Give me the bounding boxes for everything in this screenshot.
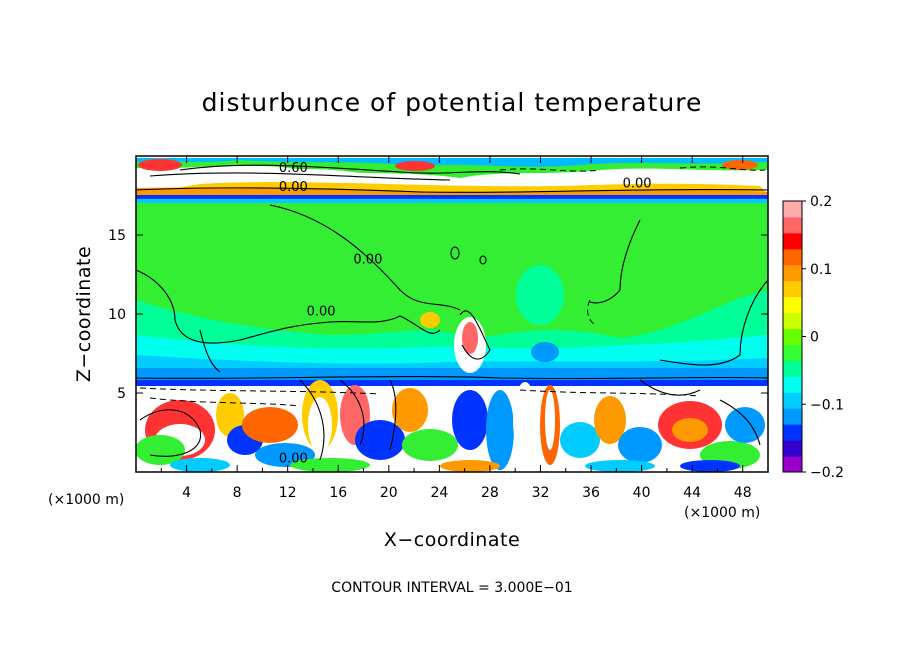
colorbar-swatch bbox=[783, 360, 802, 377]
colorbar-swatch bbox=[783, 248, 802, 266]
y-axis-label: Z−coordinate bbox=[73, 246, 95, 382]
y-tick-label: 15 bbox=[108, 228, 126, 244]
x-tick-label: 12 bbox=[279, 485, 297, 501]
colorbar-tick-label: −0.1 bbox=[810, 397, 844, 413]
x-tick-label: 36 bbox=[582, 485, 600, 501]
x-tick-label: 44 bbox=[683, 485, 701, 501]
colorbar-swatch bbox=[783, 456, 802, 473]
colorbar-swatch bbox=[783, 440, 802, 457]
colorbar bbox=[783, 201, 802, 473]
colorbar-swatch bbox=[783, 232, 802, 250]
colorbar-swatch bbox=[783, 344, 802, 361]
colorbar-swatch bbox=[783, 328, 802, 345]
contour-label: 0.00 bbox=[279, 452, 308, 467]
contour-label: 0.00 bbox=[353, 252, 382, 267]
colorbar-swatch bbox=[783, 312, 802, 330]
contour-label: 0.60 bbox=[279, 161, 308, 176]
y-axis: 5 10 15 bbox=[108, 228, 768, 402]
x-tick-label: 24 bbox=[430, 485, 448, 501]
x-tick-label: 8 bbox=[233, 485, 242, 501]
x-tick-label: 20 bbox=[380, 485, 398, 501]
colorbar-swatch bbox=[783, 392, 802, 409]
colorbar-tick-label: −0.2 bbox=[810, 465, 844, 481]
colorbar-swatch bbox=[783, 424, 802, 441]
y-tick-label: 5 bbox=[117, 386, 126, 402]
colorbar-swatch bbox=[783, 408, 802, 425]
x-unit-label-right: (×1000 m) bbox=[684, 505, 760, 521]
x-axis-label: X−coordinate bbox=[384, 529, 520, 551]
x-unit-label-left: (×1000 m) bbox=[48, 492, 124, 508]
x-tick-label: 48 bbox=[734, 485, 752, 501]
contour-label: 0.00 bbox=[279, 180, 308, 195]
colorbar-swatch bbox=[783, 264, 802, 282]
contour-label: 0.00 bbox=[307, 305, 336, 320]
colorbar-swatch bbox=[783, 201, 802, 218]
x-tick-label: 40 bbox=[633, 485, 651, 501]
colorbar-tick-label: 0.2 bbox=[810, 194, 832, 210]
chart-title: disturbunce of potential temperature bbox=[202, 88, 703, 117]
colorbar-tick-label: 0.1 bbox=[810, 262, 832, 278]
contour-label: 0.00 bbox=[623, 177, 652, 192]
y-tick-label: 10 bbox=[108, 307, 126, 323]
x-tick-label: 28 bbox=[481, 485, 499, 501]
contour-interval-note: CONTOUR INTERVAL = 3.000E−01 bbox=[331, 580, 572, 596]
x-axis: 4 8 12 16 20 24 28 32 36 40 44 48 bbox=[160, 156, 752, 501]
plot-area: 0.60 0.00 0.00 0.00 0.00 0.00 bbox=[136, 156, 768, 472]
x-tick-label: 32 bbox=[532, 485, 550, 501]
colorbar-tick-label: 0 bbox=[810, 330, 819, 346]
x-tick-label: 4 bbox=[182, 485, 191, 501]
colorbar-swatch bbox=[783, 216, 802, 234]
colorbar-swatch bbox=[783, 296, 802, 314]
x-tick-label: 16 bbox=[329, 485, 347, 501]
colorbar-swatch bbox=[783, 280, 802, 298]
colorbar-swatch bbox=[783, 376, 802, 393]
